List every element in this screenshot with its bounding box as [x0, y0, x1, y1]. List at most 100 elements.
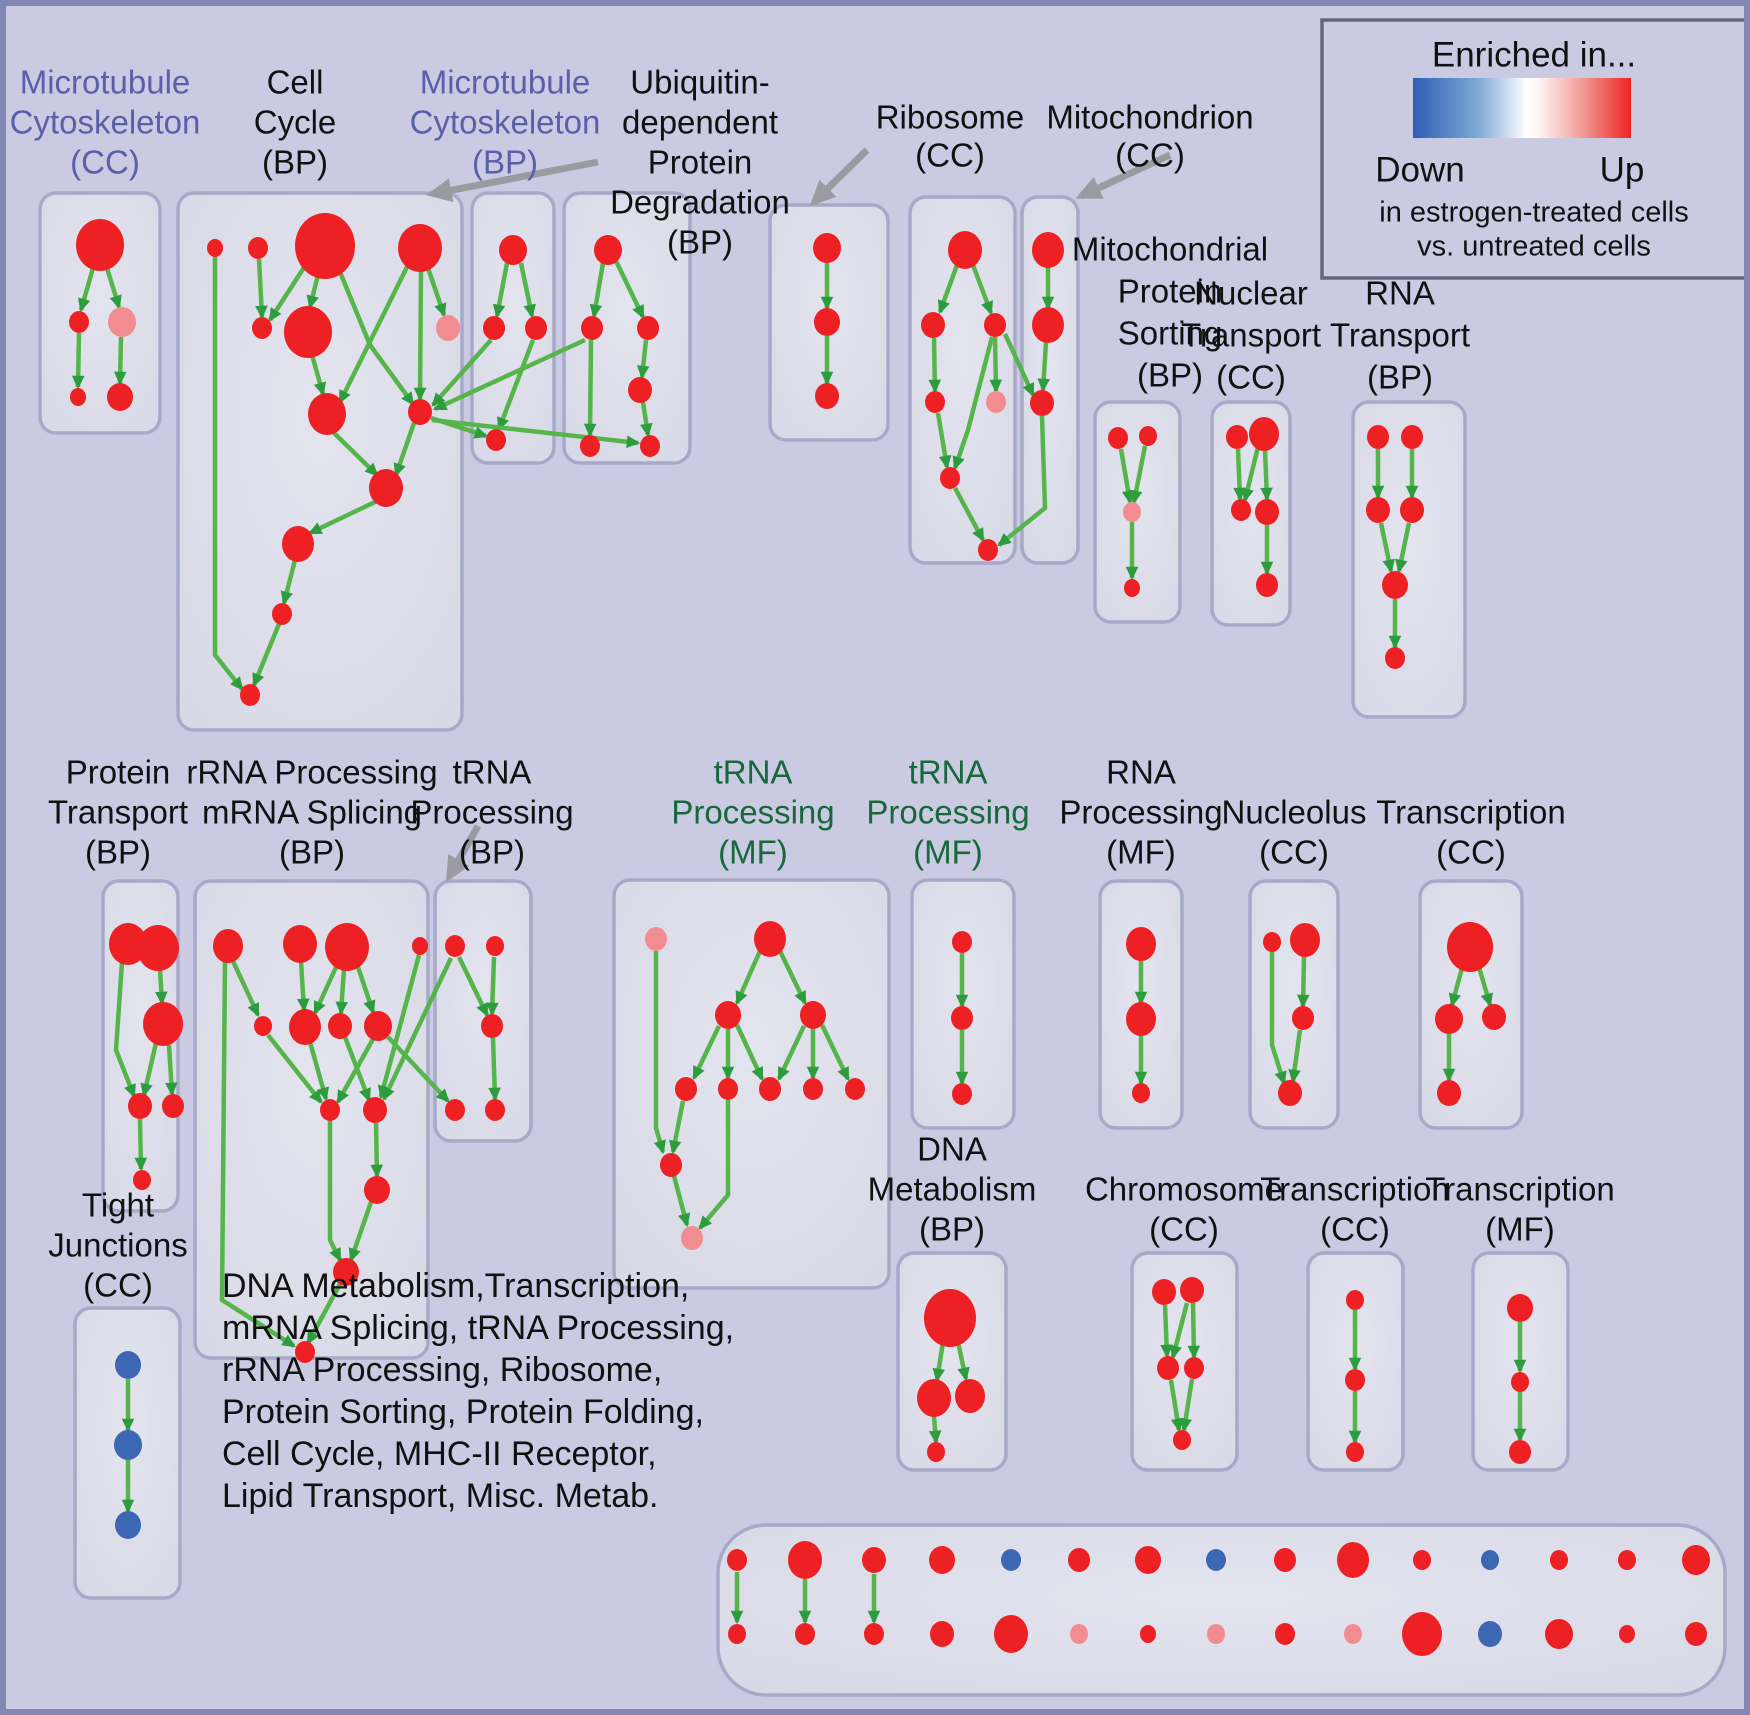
summary-strip-node-13 — [1618, 1550, 1636, 1570]
cross-cluster-edge-1 — [432, 337, 586, 412]
mitochondrial-protein-sorting-bp-label-line-2: Sorting — [1118, 315, 1223, 352]
ubiquitin-degradation-bp-label-line-1: dependent — [622, 104, 778, 141]
mitochondrial-protein-sorting-bp-node-0 — [1108, 427, 1128, 449]
rrna-processing-mrna-splicing-bp-label-line-2: (BP) — [279, 834, 345, 871]
summary-strip-node-25 — [1402, 1612, 1442, 1656]
cross-cluster-edge-4 — [1002, 333, 1036, 398]
ribosome-cc-label-line-0: Ribosome — [876, 99, 1025, 136]
transcription-cc-lower-node-1 — [1345, 1369, 1365, 1391]
transcription-cc-upper-node-1 — [1435, 1004, 1463, 1034]
ubiquitin-degradation-bp-node-3 — [628, 377, 652, 403]
trna-processing-mf-large-edge-0 — [653, 951, 666, 1155]
chromosome-cc-node-4 — [1173, 1430, 1191, 1450]
mitochondrion-cc-node-0 — [1032, 232, 1064, 268]
mitochondrial-protein-sorting-bp-label-line-0: Mitochondrial — [1072, 231, 1268, 268]
trna-processing-mf-small-label-line-2: (MF) — [913, 834, 983, 871]
cell-cycle-bp-node-2 — [295, 213, 355, 279]
mitochondrial-protein-sorting-bp-label-line-3: (BP) — [1137, 357, 1203, 394]
ubiquitin-degradation-bp-label-line-0: Ubiquitin- — [630, 64, 769, 101]
cell-cycle-bp-node-11 — [272, 603, 292, 625]
rrna-processing-mrna-splicing-bp-edge-12 — [348, 1201, 374, 1263]
summary-strip-node-9 — [1337, 1542, 1369, 1578]
chromosome-cc-label-line-1: (CC) — [1149, 1211, 1219, 1248]
trna-processing-bp-edge-0 — [456, 956, 490, 1018]
summary-strip-node-6 — [1135, 1546, 1161, 1574]
dna-metabolism-bp-box — [896, 1251, 1008, 1472]
cell-cycle-bp-node-0 — [207, 239, 223, 257]
trna-processing-mf-large-edge-5 — [734, 1024, 765, 1082]
trna-processing-bp-label-line-1: Processing — [410, 794, 573, 831]
trna-processing-bp-node-1 — [486, 936, 504, 956]
ubiquitin-degradation-bp-label-line-3: Degradation — [610, 184, 790, 221]
ribosome-cc-label-line-1: (CC) — [915, 137, 985, 174]
transcription-cc-lower-label-line-1: (CC) — [1320, 1211, 1390, 1248]
nuclear-transport-cc-node-0 — [1226, 425, 1248, 449]
trna-processing-bp-node-0 — [445, 935, 465, 957]
rna-transport-bp-node-0 — [1367, 425, 1389, 449]
ribosome-cc-node-6 — [978, 539, 998, 561]
rna-processing-mf-node-1 — [1126, 1002, 1156, 1036]
ribosome-cc-edge-3 — [989, 336, 1003, 394]
cell-cycle-bp-node-6 — [308, 393, 346, 435]
trna-processing-bp-edge-2 — [488, 1037, 501, 1102]
rrna-processing-mrna-splicing-bp-node-12 — [295, 1341, 315, 1363]
ubiquitin-right-arrow — [809, 147, 870, 207]
ubiquitin-degradation-bp-edge-4 — [583, 339, 597, 438]
nuclear-transport-cc-edge-1 — [1241, 446, 1261, 503]
ubiquitin-degradation-bp-node-5 — [640, 435, 660, 457]
transcription-cc-upper-label-line-1: (CC) — [1436, 834, 1506, 871]
protein-transport-bp-edge-1 — [155, 969, 168, 1006]
ribosome-cc-edge-5 — [935, 412, 952, 470]
cell-cycle-bp-edge-12 — [280, 559, 298, 606]
chromosome-cc-box — [1130, 1251, 1239, 1472]
mitochondrion-cc-edge-1 — [1037, 341, 1050, 393]
dna-metabolism-bp-label-line-2: (BP) — [919, 1211, 985, 1248]
rrna-processing-mrna-splicing-bp-edge-4 — [335, 968, 349, 1016]
transcription-cc-upper-node-2 — [1482, 1004, 1506, 1030]
rna-processing-mf-node-2 — [1132, 1083, 1150, 1103]
summary-strip-node-24 — [1344, 1624, 1362, 1644]
nucleolus-cc-node-0 — [1263, 932, 1281, 952]
tight-junctions-cc-label-line-0: Tight — [82, 1187, 154, 1224]
trna-processing-mf-large-edge-8 — [819, 1024, 851, 1082]
cell-cycle-bp-edge-1 — [255, 258, 268, 320]
transcription-cc-upper-edge-1 — [1476, 966, 1493, 1008]
ubiquitin-degradation-bp-label-line-2: Protein — [648, 144, 753, 181]
cell-cycle-bp-edge-9 — [331, 430, 379, 477]
cell-cycle-bp-node-7 — [408, 399, 432, 425]
trna-processing-mf-large-label-line-1: Processing — [671, 794, 834, 831]
mitochondrial-protein-sorting-bp-label-line-1: Protein — [1118, 273, 1223, 310]
tight-junctions-cc-node-0 — [115, 1351, 141, 1379]
legend-gradient-bar — [1413, 78, 1631, 138]
microtubule-cytoskeleton-bp-box — [470, 191, 556, 465]
summary-strip-node-2 — [862, 1547, 886, 1573]
rrna-processing-mrna-splicing-bp-node-8 — [320, 1099, 340, 1121]
transcription-cc-upper-node-3 — [1437, 1080, 1461, 1106]
trna-processing-mf-small-node-2 — [952, 1083, 972, 1105]
summary-strip-node-19 — [994, 1615, 1028, 1653]
trna-processing-mf-large-edge-3 — [691, 1025, 722, 1081]
trna-processing-bp-arrow — [445, 824, 482, 883]
trna-processing-mf-large-edge-9 — [668, 1100, 686, 1155]
microtubule-cytoskeleton-cc-node-3 — [70, 388, 86, 406]
trna-processing-mf-large-box — [612, 878, 891, 1290]
trna-processing-mf-large-edge-11 — [698, 1100, 731, 1230]
chromosome-cc-label-line-0: Chromosome — [1085, 1171, 1283, 1208]
rrna-processing-mrna-splicing-bp-node-7 — [364, 1011, 392, 1041]
rrna-processing-mrna-splicing-bp-edge-2 — [297, 960, 310, 1013]
ubiquitin-degradation-bp-node-4 — [580, 435, 600, 457]
ubiquitin-degradation-bp-node-0 — [594, 235, 622, 265]
nuclear-transport-cc-label-line-1: Transport — [1181, 317, 1321, 354]
rna-transport-bp-edge-3 — [1395, 522, 1412, 574]
summary-strip-node-8 — [1274, 1548, 1296, 1572]
trna-processing-mf-large-node-3 — [800, 1001, 826, 1029]
microtubule-cytoskeleton-cc-label-line-2: (CC) — [70, 144, 140, 181]
ribosome-cc-edge-1 — [970, 264, 994, 316]
microtubule-cytoskeleton-bp-edge-0 — [492, 262, 510, 319]
protein-transport-bp-node-3 — [128, 1093, 152, 1119]
mitochondrial-protein-sorting-bp-node-1 — [1139, 426, 1157, 446]
protein-transport-bp-node-0 — [109, 923, 147, 965]
summary-strip-node-26 — [1478, 1621, 1502, 1647]
mitochondrion-cc-label-line-1: (CC) — [1115, 137, 1185, 174]
